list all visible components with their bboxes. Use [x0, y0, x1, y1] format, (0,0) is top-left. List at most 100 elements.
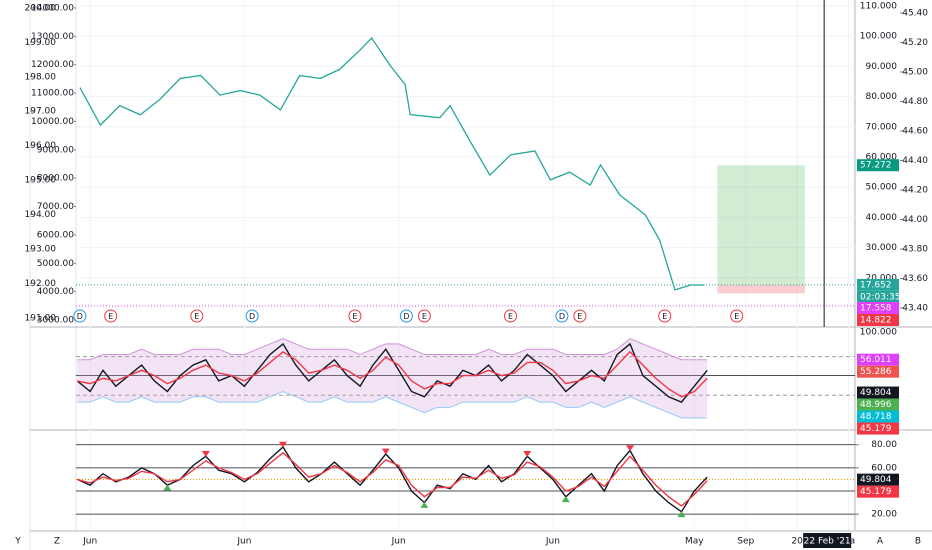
value-tag: 55.286 [860, 367, 892, 377]
y2-tick-label: 110.000 [860, 2, 897, 12]
y3-tick-label: 195.00 [25, 176, 57, 186]
x-tick-label: Jun [545, 537, 560, 547]
value-tag-bg [857, 365, 899, 378]
event-marker[interactable] [245, 309, 259, 323]
value-tag-bg [857, 473, 899, 486]
value-tag-bg [857, 422, 899, 435]
crosshair-label: 22 Feb '21 [804, 537, 851, 547]
event-marker[interactable] [399, 309, 413, 323]
buy-signal [163, 484, 172, 491]
value-tag-bg [857, 398, 899, 411]
y3-tick-label: 197.00 [25, 107, 57, 117]
event-marker[interactable] [573, 309, 587, 323]
buy-signal [420, 501, 429, 508]
y4-tick-label: 45.40 [902, 8, 928, 18]
value-tag: 45.179 [860, 424, 892, 434]
y-tick-label: 3000.00 [37, 315, 74, 325]
event-marker[interactable] [555, 309, 569, 323]
sell-signal [523, 450, 532, 457]
y3-tick-label: 198.00 [25, 72, 57, 82]
y2-tick-label: 30.000 [866, 243, 898, 253]
sell-signal [278, 441, 287, 448]
pink-tag-bg [857, 302, 899, 314]
y2-tick-label: 50.000 [866, 183, 898, 193]
y-tick-label: 7000.00 [37, 202, 74, 212]
y2-tick-label: 100.000 [860, 32, 897, 42]
target-tag: 57.272 [860, 161, 892, 171]
y-tick-label: 6000.00 [37, 230, 74, 240]
target-tag-bg [857, 159, 899, 172]
toolbar-button[interactable]: Y [14, 537, 21, 547]
y-tick-label: 8000.00 [37, 174, 74, 184]
countdown: 02:03:35 [860, 293, 900, 303]
stop-zone [717, 284, 805, 294]
toolbar-button[interactable]: B [915, 537, 921, 547]
y3-tick-label: 191.00 [25, 313, 57, 323]
x-tick-label: Jun [236, 537, 251, 547]
event-label: E [194, 312, 199, 321]
y-tick-label: 9000.00 [37, 145, 74, 155]
value-tag: 49.804 [860, 475, 892, 485]
event-marker[interactable] [73, 309, 87, 323]
y4-tick-label: 45.20 [902, 38, 928, 48]
y2-tick-label: 20.000 [866, 273, 898, 283]
value-tag-bg [857, 485, 899, 498]
y-tick-label: 14000.00 [31, 3, 74, 13]
price-line [79, 36, 705, 291]
y-tick-label: 20.00 [871, 510, 897, 520]
sell-signal [381, 448, 390, 455]
band-upper [77, 338, 708, 361]
x-tick-label: Jun [82, 537, 97, 547]
sell-signal [626, 445, 635, 452]
event-label: D [559, 312, 565, 321]
band-lower [77, 390, 708, 419]
event-marker[interactable] [417, 309, 431, 323]
y3-tick-label: 200.00 [25, 3, 57, 13]
buy-signal [677, 511, 686, 518]
y-tick-label: 11000.00 [31, 89, 74, 99]
entry-tag: 17.652 [860, 280, 892, 290]
crosshair-bg [803, 533, 852, 548]
band-fill [77, 338, 708, 418]
y4-tick-label: 43.40 [902, 303, 928, 313]
y4-tick-label: 44.20 [902, 185, 928, 195]
buy-signal [561, 496, 570, 503]
y4-tick-label: 44.60 [902, 126, 928, 136]
indicator-line [77, 451, 708, 507]
toolbar-button[interactable]: Z [54, 537, 60, 547]
event-label: E [352, 312, 357, 321]
y4-tick-label: 43.60 [902, 274, 928, 284]
indicator-line [77, 350, 708, 398]
event-marker[interactable] [190, 309, 204, 323]
event-marker[interactable] [658, 309, 672, 323]
top-label: 100.000 [860, 328, 897, 338]
y3-tick-label: 192.00 [25, 279, 57, 289]
sell-signal [201, 450, 210, 457]
toolbar-button[interactable]: A [877, 537, 884, 547]
y3-tick-label: 194.00 [25, 210, 57, 220]
event-label: E [422, 312, 427, 321]
value-tag: 48.718 [860, 412, 892, 422]
x-tick-label: May [685, 537, 704, 547]
event-marker[interactable] [730, 309, 744, 323]
event-marker[interactable] [104, 309, 118, 323]
y-tick-label: 60.00 [871, 463, 897, 473]
y-tick-label: 5000.00 [37, 259, 74, 269]
y-tick-label: 12000.00 [31, 60, 74, 70]
y3-tick-label: 199.00 [25, 38, 57, 48]
value-tag: 49.804 [860, 388, 892, 398]
x-tick-label: 20 [791, 537, 803, 547]
y-tick-label: 13000.00 [31, 32, 74, 42]
stop-tag: 14.822 [860, 316, 892, 326]
y2-tick-label: 90.000 [866, 62, 898, 72]
y2-tick-label: 60.000 [866, 152, 898, 162]
event-marker[interactable] [348, 309, 362, 323]
value-tag: 45.179 [860, 487, 892, 497]
event-label: E [508, 312, 513, 321]
event-label: D [77, 312, 83, 321]
event-label: E [662, 312, 667, 321]
event-marker[interactable] [503, 309, 517, 323]
event-label: D [403, 312, 409, 321]
